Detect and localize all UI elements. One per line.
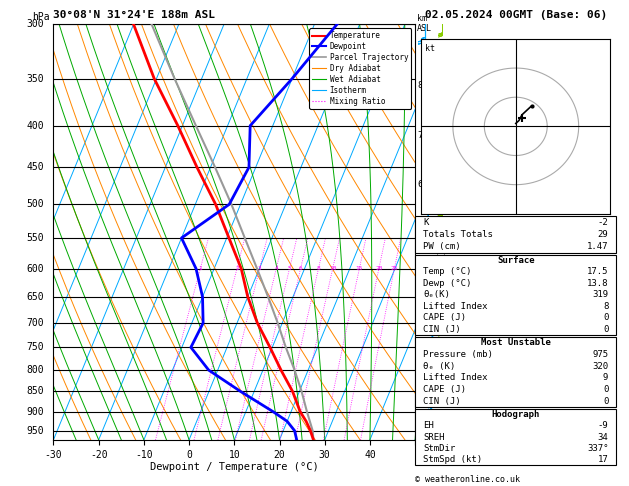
- Text: 5: 5: [287, 266, 291, 271]
- Text: 10: 10: [329, 266, 337, 271]
- Text: 02.05.2024 00GMT (Base: 06): 02.05.2024 00GMT (Base: 06): [425, 10, 607, 20]
- Legend: Temperature, Dewpoint, Parcel Trajectory, Dry Adiabat, Wet Adiabat, Isotherm, Mi: Temperature, Dewpoint, Parcel Trajectory…: [309, 28, 411, 109]
- Text: θₑ (K): θₑ (K): [423, 362, 455, 371]
- Text: 850: 850: [27, 386, 45, 397]
- Text: 3: 3: [417, 321, 422, 330]
- Text: -9: -9: [598, 421, 608, 431]
- Text: 8: 8: [417, 81, 422, 90]
- Text: 0: 0: [603, 313, 608, 322]
- Text: 6: 6: [299, 266, 303, 271]
- Text: 2: 2: [417, 369, 422, 378]
- Text: 1: 1: [417, 417, 422, 426]
- Text: 4: 4: [417, 274, 422, 283]
- Text: CIN (J): CIN (J): [423, 325, 461, 333]
- Text: © weatheronline.co.uk: © weatheronline.co.uk: [415, 474, 520, 484]
- Text: EH: EH: [423, 421, 434, 431]
- FancyBboxPatch shape: [415, 216, 616, 253]
- Text: θₑ(K): θₑ(K): [423, 290, 450, 299]
- Text: 320: 320: [593, 362, 608, 371]
- Text: 0: 0: [603, 397, 608, 406]
- Text: CAPE (J): CAPE (J): [423, 313, 466, 322]
- Text: 34: 34: [598, 433, 608, 442]
- Text: 300: 300: [27, 19, 45, 29]
- Text: 550: 550: [27, 233, 45, 243]
- Text: 8: 8: [316, 266, 320, 271]
- Text: 319: 319: [593, 290, 608, 299]
- Text: -2: -2: [598, 218, 608, 227]
- Text: Lifted Index: Lifted Index: [423, 373, 487, 382]
- Text: 337°: 337°: [587, 444, 608, 453]
- Text: 3: 3: [258, 266, 262, 271]
- Text: 4: 4: [274, 266, 278, 271]
- FancyBboxPatch shape: [415, 409, 616, 465]
- FancyBboxPatch shape: [415, 337, 616, 407]
- Text: 5: 5: [417, 227, 422, 236]
- X-axis label: Dewpoint / Temperature (°C): Dewpoint / Temperature (°C): [150, 462, 319, 472]
- Text: PW (cm): PW (cm): [423, 242, 461, 251]
- Text: LCL: LCL: [417, 426, 432, 435]
- Text: 20: 20: [375, 266, 382, 271]
- Text: 650: 650: [27, 292, 45, 302]
- Text: Dewp (°C): Dewp (°C): [423, 279, 472, 288]
- Text: 9: 9: [603, 373, 608, 382]
- Text: 900: 900: [27, 407, 45, 417]
- Text: 600: 600: [27, 264, 45, 274]
- Text: 6: 6: [417, 179, 422, 189]
- Text: Pressure (mb): Pressure (mb): [423, 350, 493, 359]
- Text: 400: 400: [27, 121, 45, 131]
- Text: Surface: Surface: [497, 256, 535, 265]
- Text: 450: 450: [27, 162, 45, 172]
- Text: 350: 350: [27, 74, 45, 84]
- Text: Mixing Ratio (g/kg): Mixing Ratio (g/kg): [435, 185, 444, 279]
- Text: 29: 29: [598, 230, 608, 239]
- Text: 950: 950: [27, 426, 45, 435]
- Text: StmDir: StmDir: [423, 444, 455, 453]
- Text: 17.5: 17.5: [587, 267, 608, 277]
- Text: 0: 0: [603, 325, 608, 333]
- Text: Totals Totals: Totals Totals: [423, 230, 493, 239]
- Text: K: K: [423, 218, 428, 227]
- Text: 2: 2: [235, 266, 239, 271]
- Text: 25: 25: [391, 266, 398, 271]
- Text: kt: kt: [425, 44, 435, 53]
- Text: 700: 700: [27, 318, 45, 328]
- Text: 975: 975: [593, 350, 608, 359]
- Text: 1.47: 1.47: [587, 242, 608, 251]
- Text: km
ASL: km ASL: [417, 14, 432, 33]
- Text: 8: 8: [603, 302, 608, 311]
- Text: hPa: hPa: [32, 12, 50, 22]
- Text: 800: 800: [27, 365, 45, 375]
- Text: Lifted Index: Lifted Index: [423, 302, 487, 311]
- FancyBboxPatch shape: [415, 255, 616, 335]
- Text: 15: 15: [355, 266, 363, 271]
- Text: 0: 0: [603, 385, 608, 394]
- Text: 7: 7: [417, 131, 422, 140]
- Text: CAPE (J): CAPE (J): [423, 385, 466, 394]
- Text: Temp (°C): Temp (°C): [423, 267, 472, 277]
- Text: StmSpd (kt): StmSpd (kt): [423, 455, 482, 464]
- Text: Most Unstable: Most Unstable: [481, 338, 551, 347]
- Text: CIN (J): CIN (J): [423, 397, 461, 406]
- Text: 750: 750: [27, 342, 45, 352]
- Text: 30°08'N 31°24'E 188m ASL: 30°08'N 31°24'E 188m ASL: [53, 10, 216, 20]
- Text: 1: 1: [198, 266, 202, 271]
- Text: SREH: SREH: [423, 433, 445, 442]
- Text: 13.8: 13.8: [587, 279, 608, 288]
- Text: Hodograph: Hodograph: [492, 410, 540, 419]
- Text: 500: 500: [27, 199, 45, 209]
- Text: 17: 17: [598, 455, 608, 464]
